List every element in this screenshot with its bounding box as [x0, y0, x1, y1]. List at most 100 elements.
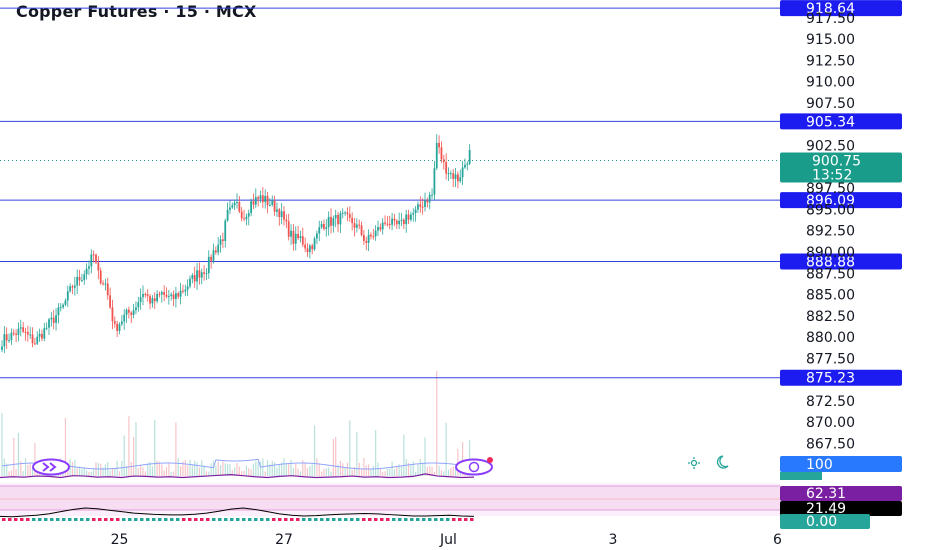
- volume-bar: [133, 437, 135, 476]
- indicator-dot: [248, 518, 252, 521]
- candle: [57, 307, 60, 316]
- volume-bar: [22, 471, 24, 476]
- candle: [419, 204, 422, 207]
- candle: [414, 209, 417, 213]
- volume-bar: [302, 460, 304, 476]
- y-tick-label: 880.00: [806, 330, 855, 346]
- volume-bar: [191, 465, 193, 476]
- candle: [76, 276, 79, 286]
- candle: [454, 174, 457, 179]
- rsi-value-label: 0.00: [806, 514, 837, 530]
- sun-icon[interactable]: [688, 457, 700, 469]
- moon-icon[interactable]: [716, 455, 729, 469]
- price-tag: [780, 0, 902, 17]
- candle: [59, 307, 62, 309]
- candle: [219, 239, 222, 245]
- volume-bar: [447, 469, 450, 476]
- volume-bar: [332, 439, 334, 476]
- indicator-dot: [422, 518, 426, 521]
- candle: [417, 204, 419, 210]
- indicator-dot: [32, 518, 36, 521]
- candle: [189, 278, 191, 287]
- candle: [160, 292, 163, 295]
- volume-bar: [375, 430, 377, 476]
- candle: [323, 223, 325, 229]
- volume-bar: [6, 463, 8, 476]
- candle: [99, 270, 102, 284]
- indicator-dot: [80, 518, 84, 521]
- flash-icon[interactable]: [455, 457, 493, 476]
- volume-bar: [140, 465, 142, 476]
- last-price-tag: [780, 152, 902, 183]
- y-tick-label: 885.00: [806, 288, 855, 304]
- indicator-dot: [260, 518, 264, 521]
- x-tick-label: 3: [609, 532, 618, 548]
- volume-bar: [337, 464, 339, 476]
- volume-bar: [415, 471, 417, 476]
- indicator-dot: [416, 518, 420, 521]
- indicator-dot: [200, 518, 204, 521]
- volume-bar: [205, 471, 208, 476]
- candle: [198, 270, 201, 278]
- volume-bar: [81, 468, 83, 476]
- volume-bar: [135, 422, 137, 476]
- volume-bar: [170, 471, 172, 476]
- volume-bar: [264, 471, 266, 476]
- candle: [83, 274, 86, 280]
- volume-bar: [20, 461, 22, 476]
- candle: [137, 302, 140, 308]
- candle: [466, 163, 469, 165]
- candle: [26, 332, 29, 335]
- indicator-dot: [14, 518, 18, 521]
- candle: [55, 315, 57, 323]
- candle: [353, 223, 356, 228]
- candle: [320, 223, 323, 228]
- last-price-countdown: 13:52: [812, 167, 852, 183]
- y-tick-label: 890.00: [806, 245, 855, 261]
- x-tick-label: 6: [773, 532, 782, 548]
- volume-bar: [142, 467, 144, 476]
- volume-bar: [318, 463, 320, 476]
- volume-bar: [147, 463, 149, 476]
- volume-bar: [215, 465, 217, 476]
- candle: [139, 297, 142, 303]
- y-tick-label: 882.50: [806, 309, 855, 325]
- volume-bar: [128, 416, 130, 476]
- horizontal-lines: 918.64 905.34 896.09 888.88 875.23: [0, 0, 902, 387]
- candle: [372, 236, 375, 238]
- indicator-dot: [116, 518, 120, 521]
- volume-bar: [342, 463, 344, 476]
- candle: [273, 200, 276, 212]
- candle: [217, 244, 220, 253]
- volume-bar: [175, 422, 177, 476]
- volume-bar: [27, 464, 29, 476]
- volume-bar: [306, 467, 309, 476]
- y-tick-label: 895.00: [806, 202, 855, 218]
- volume-bar: [372, 465, 374, 476]
- y-tick-label: 870.00: [806, 415, 855, 431]
- volume-bar: [443, 471, 445, 476]
- volume-bar: [34, 443, 36, 476]
- y-tick-label: 887.50: [806, 266, 855, 282]
- indicator-dot: [458, 518, 462, 521]
- volume-bar: [86, 470, 88, 476]
- candle: [410, 214, 412, 220]
- indicator-dot: [50, 518, 54, 521]
- candle: [360, 225, 363, 236]
- candle: [165, 294, 168, 297]
- indicator-dot: [446, 518, 450, 521]
- candle: [304, 244, 307, 249]
- volume-bar: [288, 464, 290, 476]
- time-axis: 25 27 Jul 3 6: [111, 532, 782, 548]
- volume-bar: [252, 463, 255, 476]
- candle: [358, 224, 361, 226]
- volume-bar: [450, 468, 452, 476]
- replay-icon[interactable]: [32, 458, 70, 476]
- volume-bar: [3, 458, 5, 476]
- candle: [452, 173, 455, 179]
- y-tick-label: 917.50: [806, 11, 855, 27]
- volume-bar: [24, 458, 27, 476]
- volume-bar: [198, 467, 200, 476]
- price-axis: 917.50 915.00 912.50 910.00 907.50 902.50 897.…: [780, 11, 902, 480]
